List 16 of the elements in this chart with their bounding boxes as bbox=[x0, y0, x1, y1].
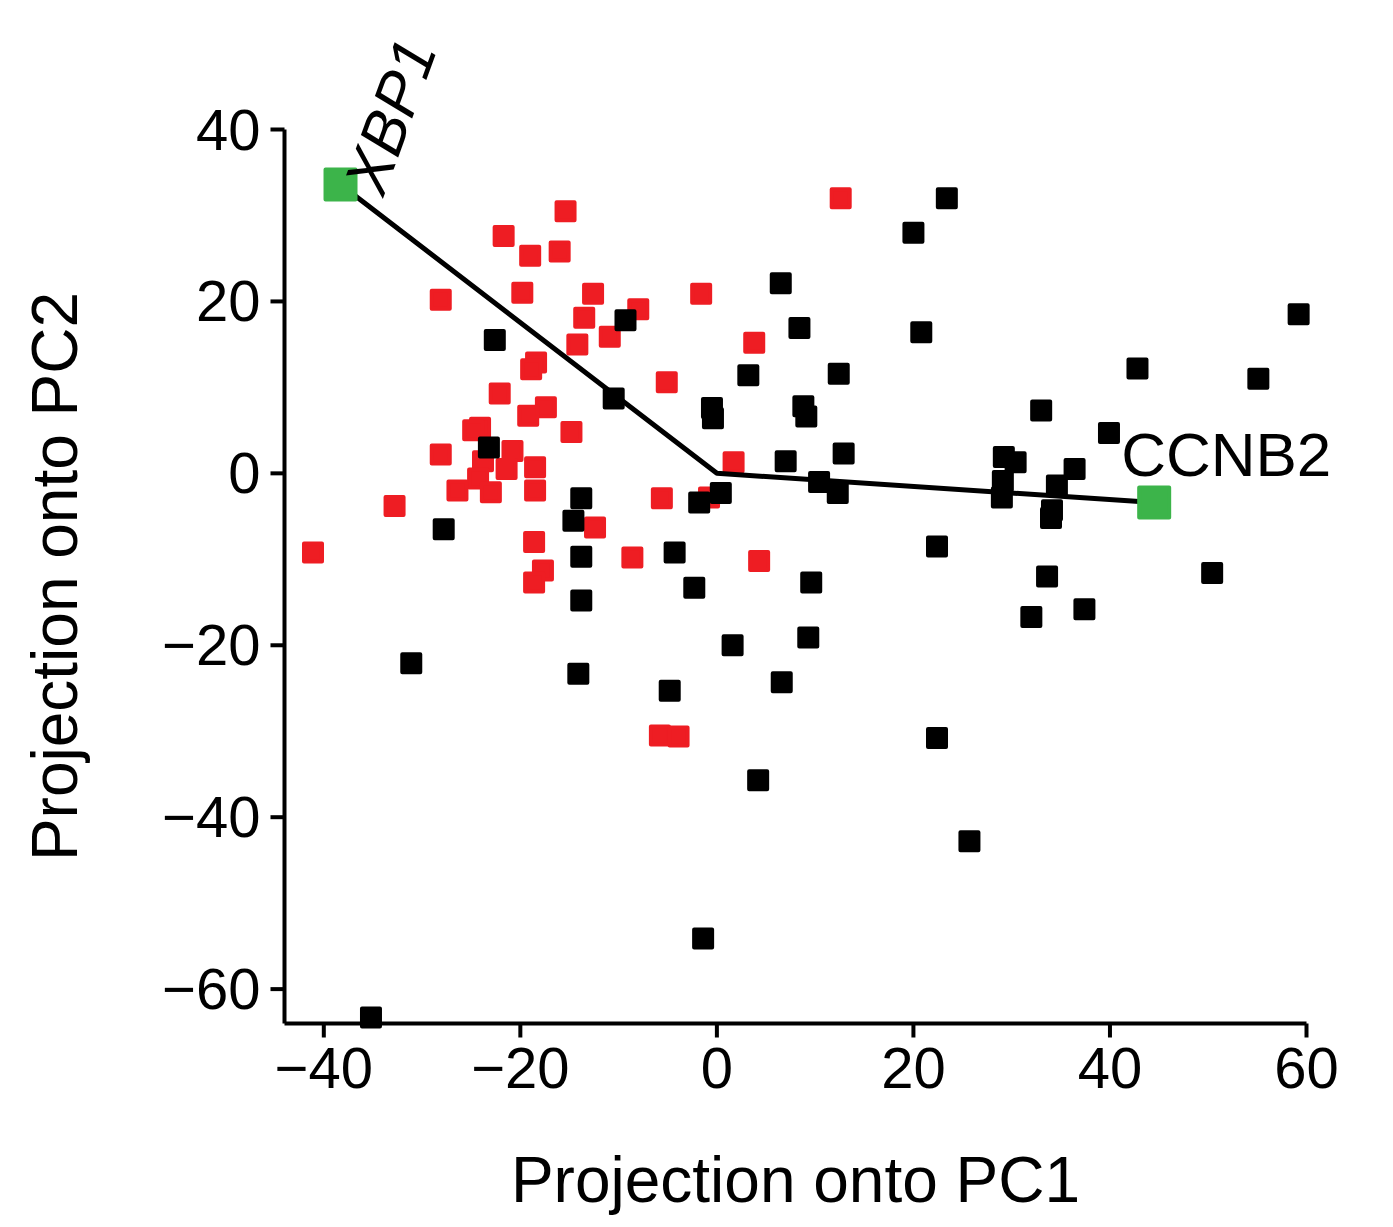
x-tick-label: 60 bbox=[1274, 1034, 1339, 1100]
y-tick-label: −20 bbox=[162, 612, 261, 678]
y-tick-label: 40 bbox=[195, 96, 261, 162]
x-tick-label: −40 bbox=[274, 1034, 374, 1100]
x-axis-title: Projection onto PC1 bbox=[510, 1143, 1081, 1216]
y-tick-label: 0 bbox=[228, 440, 261, 506]
y-tick-label: −40 bbox=[162, 784, 261, 850]
y-tick-label: −60 bbox=[162, 956, 261, 1022]
y-tick-label: 20 bbox=[195, 268, 261, 334]
x-tick-label: 40 bbox=[1077, 1034, 1143, 1100]
y-axis-title: Projection onto PC2 bbox=[18, 291, 91, 862]
x-tick-label: 0 bbox=[700, 1034, 734, 1100]
annotation: CCNB2 bbox=[1121, 419, 1332, 489]
annotation: XBP1 bbox=[329, 29, 450, 205]
x-tick-label: −20 bbox=[471, 1034, 570, 1100]
x-tick-label: 20 bbox=[881, 1034, 946, 1100]
